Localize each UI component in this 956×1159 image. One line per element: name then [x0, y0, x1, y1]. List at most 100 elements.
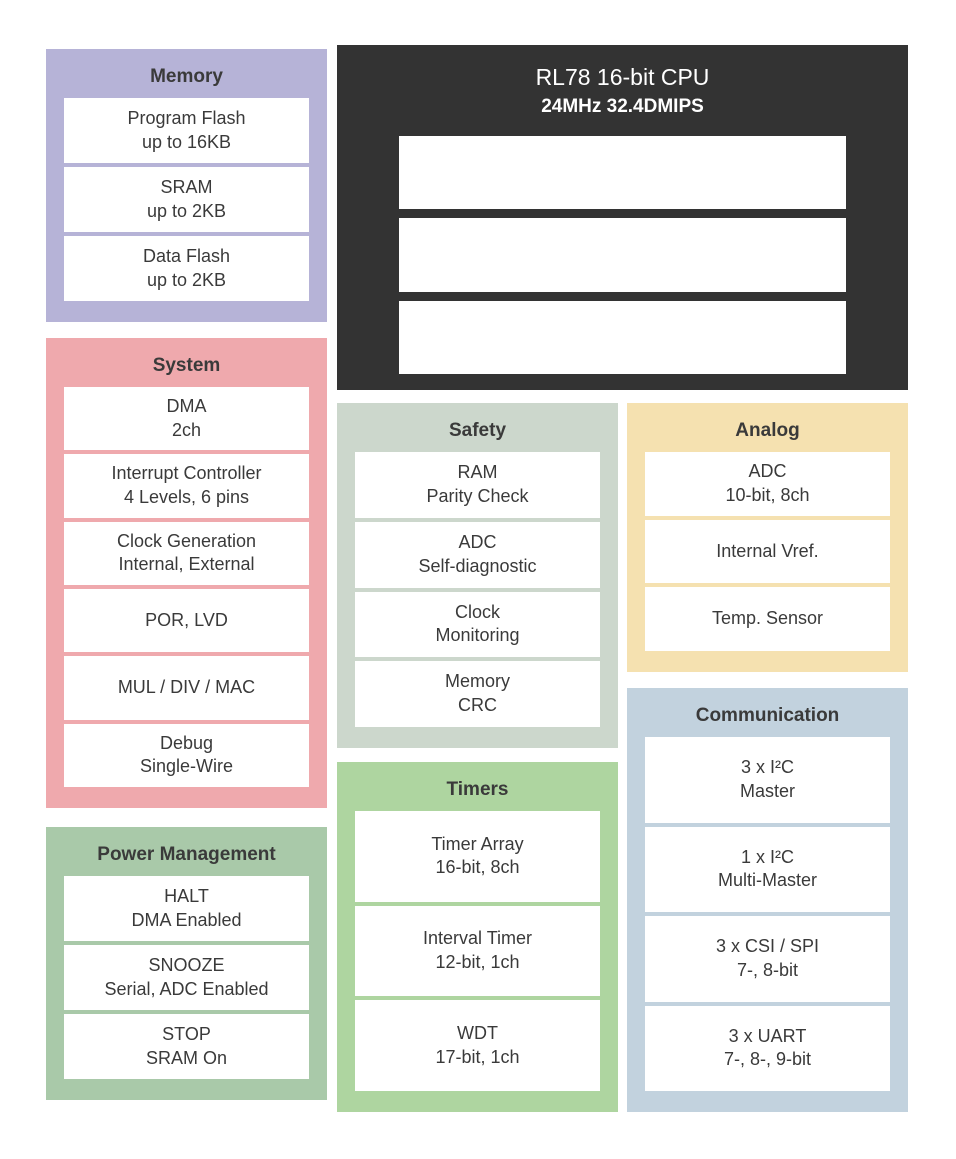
system-items: DMA 2ch Interrupt Controller 4 Levels, 6…: [64, 387, 309, 787]
item-line: SNOOZE: [148, 954, 225, 975]
system-item-mul-div-mac: MUL / DIV / MAC: [64, 656, 309, 720]
item-line: 12-bit, 1ch: [435, 952, 520, 972]
analog-block: Analog ADC 10-bit, 8ch Internal Vref. Te…: [627, 403, 908, 672]
timers-block: Timers Timer Array 16-bit, 8ch Interval …: [337, 762, 618, 1112]
power-item-stop: STOP SRAM On: [64, 1014, 309, 1079]
item-line: 7-, 8-bit: [736, 959, 799, 980]
analog-item-internal-vref: Internal Vref.: [645, 519, 890, 584]
communication-block-title: Communication: [695, 705, 840, 726]
item-line: 1 x I²C: [740, 846, 794, 867]
communication-block: Communication 3 x I²C Master 1 x I²C Mul…: [627, 688, 908, 1112]
system-item-clock-generation: Clock Generation Internal, External: [64, 521, 309, 585]
safety-block: Safety RAM Parity Check ADC Self-diagnos…: [337, 403, 618, 748]
communication-item-uart: 3 x UART 7-, 8-, 9-bit: [645, 1005, 890, 1091]
timers-item-wdt: WDT 17-bit, 1ch: [355, 1000, 600, 1092]
item-line: Internal, External: [118, 554, 255, 575]
item-line: Multi-Master: [717, 870, 817, 891]
item-line: RAM: [457, 462, 498, 483]
item-line: Memory: [444, 671, 510, 692]
system-block-title: System: [152, 355, 221, 376]
item-line: up to 2KB: [146, 269, 227, 290]
timers-items: Timer Array 16-bit, 8ch Interval Timer 1…: [355, 811, 600, 1092]
item-line: Debug: [159, 732, 214, 753]
item-line: ADC: [458, 531, 497, 552]
power-management-block: Power Management HALT DMA Enabled SNOOZE…: [46, 827, 327, 1100]
communication-item-csi-spi: 3 x CSI / SPI 7-, 8-bit: [645, 916, 890, 1002]
item-line: MUL / DIV / MAC: [117, 677, 256, 698]
analog-item-adc: ADC 10-bit, 8ch: [645, 452, 890, 516]
item-line: Internal Vref.: [716, 540, 819, 561]
item-line: Clock: [454, 601, 500, 622]
item-line: 17-bit, 1ch: [435, 1046, 520, 1067]
item-line: Interval Timer: [422, 928, 533, 949]
safety-item-memory-crc: Memory CRC: [355, 661, 600, 727]
memory-block-title: Memory: [150, 66, 223, 87]
item-line: Data Flash: [142, 245, 231, 266]
timers-item-timer-array: Timer Array 16-bit, 8ch: [355, 811, 600, 902]
memory-item-sram: SRAM up to 2KB: [64, 167, 309, 232]
item-line: Temp. Sensor: [711, 608, 824, 629]
item-line: DMA: [166, 395, 207, 416]
cpu-subtitle: 24MHz 32.4DMIPS: [541, 95, 704, 117]
item-line: 16-bit, 8ch: [435, 857, 520, 878]
system-item-por-lvd: POR, LVD: [64, 588, 309, 653]
system-item-interrupt-controller: Interrupt Controller 4 Levels, 6 pins: [64, 454, 309, 518]
communication-items: 3 x I²C Master 1 x I²C Multi-Master 3 x …: [645, 737, 890, 1091]
item-line: Self-diagnostic: [418, 555, 537, 576]
timers-block-title: Timers: [446, 779, 509, 800]
analog-block-title: Analog: [735, 420, 800, 441]
item-line: SRAM: [160, 176, 213, 197]
power-management-items: HALT DMA Enabled SNOOZE Serial, ADC Enab…: [64, 876, 309, 1079]
cpu-item-barrel-shifter: 16-bit Barrel Shifter: [399, 300, 846, 374]
item-line: HALT: [164, 885, 209, 906]
item-line: Timer Array: [431, 833, 524, 854]
item-line: Serial, ADC Enabled: [104, 978, 269, 999]
item-line: ADC: [748, 461, 787, 482]
analog-item-temp-sensor: Temp. Sensor: [645, 587, 890, 652]
item-line: DMA Enabled: [131, 909, 242, 930]
item-line: 3 x UART: [728, 1025, 807, 1046]
power-item-halt: HALT DMA Enabled: [64, 876, 309, 941]
item-line: up to 2KB: [146, 200, 227, 221]
safety-block-title: Safety: [448, 420, 507, 441]
memory-item-data-flash: Data Flash up to 2KB: [64, 236, 309, 301]
item-line: Monitoring: [435, 625, 520, 646]
safety-items: RAM Parity Check ADC Self-diagnostic Clo…: [355, 452, 600, 727]
item-line: 7-, 8-, 9-bit: [723, 1049, 812, 1070]
item-line: up to 16KB: [141, 131, 232, 152]
item-line: 3 x CSI / SPI: [715, 936, 820, 956]
memory-block: Memory Program Flash up to 16KB SRAM up …: [46, 49, 327, 322]
item-line: Single-Wire: [139, 756, 234, 777]
cpu-block: RL78 16-bit CPU 24MHz 32.4DMIPS CISC Har…: [337, 45, 908, 390]
item-line: Parity Check: [426, 485, 529, 506]
item-line: SRAM On: [145, 1047, 228, 1068]
cpu-title: RL78 16-bit CPU: [535, 64, 710, 90]
item-line: 3-stage Pipeline: [557, 173, 688, 194]
item-line: 4 Levels, 6 pins: [123, 486, 250, 507]
item-line: CRC: [458, 695, 497, 716]
cpu-items: CISC Harvard Architecture 3-stage Pipeli…: [399, 135, 846, 374]
system-item-dma: DMA 2ch: [64, 387, 309, 451]
item-line: STOP: [162, 1023, 211, 1044]
item-line: CISC Harvard Architecture: [516, 149, 729, 170]
item-line: POR, LVD: [145, 609, 228, 630]
system-block: System DMA 2ch Interrupt Controller 4 Le…: [46, 338, 327, 808]
item-line: Interrupt Controller: [111, 463, 262, 484]
item-line: 10-bit, 8ch: [725, 484, 810, 505]
item-line: Master: [739, 780, 795, 801]
item-line: Clock Generation: [116, 530, 257, 551]
power-management-block-title: Power Management: [97, 844, 276, 865]
item-line: 2ch: [171, 419, 202, 440]
timers-item-interval-timer: Interval Timer 12-bit, 1ch: [355, 905, 600, 997]
safety-item-ram-parity: RAM Parity Check: [355, 452, 600, 518]
item-line: Program Flash: [127, 107, 246, 128]
communication-item-i2c-multi-master: 1 x I²C Multi-Master: [645, 826, 890, 912]
safety-item-clock-monitoring: Clock Monitoring: [355, 591, 600, 658]
system-item-debug: Debug Single-Wire: [64, 723, 309, 787]
analog-items: ADC 10-bit, 8ch Internal Vref. Temp. Sen…: [645, 452, 890, 652]
item-line: 16-bit Barrel Shifter: [544, 326, 701, 347]
safety-item-adc-self-diagnostic: ADC Self-diagnostic: [355, 521, 600, 588]
memory-items: Program Flash up to 16KB SRAM up to 2KB …: [64, 98, 309, 301]
power-item-snooze: SNOOZE Serial, ADC Enabled: [64, 945, 309, 1010]
